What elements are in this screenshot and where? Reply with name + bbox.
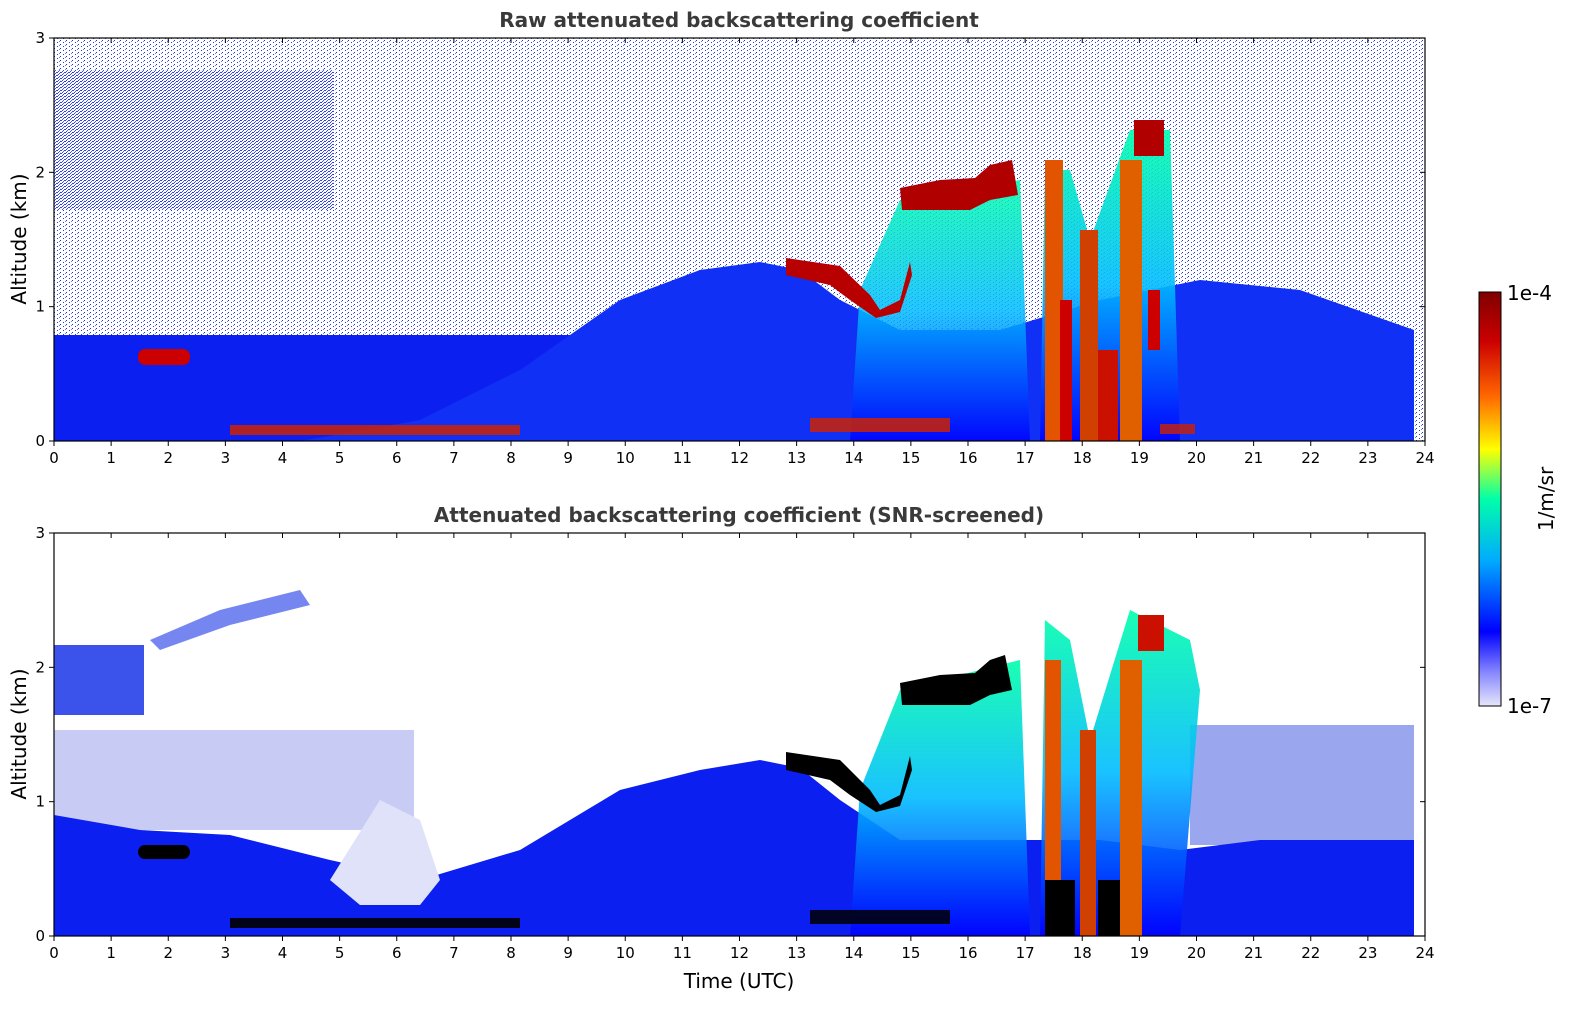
panel1-x-tick-label: 4: [278, 449, 288, 467]
panel1-x-tick-label: 17: [1016, 449, 1035, 467]
panel2-x-tick-label: 0: [49, 944, 59, 962]
panel2-x-tick-label: 10: [616, 944, 635, 962]
panel1-x-tick-label: 6: [392, 449, 402, 467]
panel1-y-tick-label: 1: [35, 298, 45, 316]
panel2-faint-layer: [54, 730, 414, 830]
panel1-convective-region: [850, 180, 1030, 441]
panel1-x-tick-label: 18: [1073, 449, 1092, 467]
panel2-x-tick-label: 8: [506, 944, 516, 962]
panel2-faint-layer-2: [1190, 725, 1414, 845]
panel2-title: Attenuated backscattering coefficient (S…: [434, 503, 1044, 527]
panel2-surface-aerosol-2: [810, 910, 950, 924]
panel2-cloud-1600: [900, 655, 1012, 705]
panel2-x-tick-label: 24: [1415, 944, 1434, 962]
panel1-x-tick-label: 10: [616, 449, 635, 467]
colorbar-unit-label: 1/m/sr: [1534, 466, 1558, 531]
panel1-title: Raw attenuated backscattering coefficien…: [499, 8, 979, 32]
panel2-y-tick-label: 0: [35, 927, 45, 945]
panel2-x-tick-label: 19: [1130, 944, 1149, 962]
panel1-heatmap: [54, 38, 1425, 441]
panel2-heatmap: [54, 533, 1425, 936]
panel1-y-tick-label: 3: [35, 29, 45, 47]
panel2-x-tick-label: 20: [1187, 944, 1206, 962]
panel2-x-tick-label: 12: [730, 944, 749, 962]
panel1-x-tick-label: 0: [49, 449, 59, 467]
panel1-cloud-1600: [900, 160, 1018, 210]
colorbar-min-label: 1e-7: [1507, 694, 1552, 718]
panel1-precip-region: [1040, 130, 1180, 441]
panel1-cloud-1330: [786, 258, 912, 318]
panel2-x-tick-label: 14: [844, 944, 863, 962]
panel1-y-tick-label: 0: [35, 432, 45, 450]
raw-backscatter-panel: Raw attenuated backscattering coefficien…: [7, 8, 1435, 467]
panel1-ylabel: Altitude (km): [7, 173, 31, 304]
panel2-x-tick-label: 1: [106, 944, 116, 962]
panel1-surface-aerosol: [230, 425, 520, 435]
panel1-surface-aerosol-2: [810, 418, 950, 432]
panel1-x-tick-label: 24: [1415, 449, 1434, 467]
panel1-x-tick-label: 9: [563, 449, 573, 467]
panel2-x-tick-label: 22: [1301, 944, 1320, 962]
panel2-ylabel: Altitude (km): [7, 668, 31, 799]
panel2-x-tick-label: 15: [901, 944, 920, 962]
panel2-x-tick-label: 23: [1358, 944, 1377, 962]
panel2-x-tick-label: 2: [163, 944, 173, 962]
panel1-x-tick-label: 8: [506, 449, 516, 467]
panel2-cloud-1330: [786, 752, 912, 812]
panel2-cloud-0200: [138, 845, 190, 859]
panel2-x-tick-label: 7: [449, 944, 459, 962]
panel1-x-tick-label: 16: [958, 449, 977, 467]
panel2-x-tick-label: 17: [1016, 944, 1035, 962]
panel2-x-tick-label: 11: [673, 944, 692, 962]
panel2-x-tick-label: 5: [335, 944, 345, 962]
panel1-x-tick-label: 1: [106, 449, 116, 467]
panel1-x-tick-label: 13: [787, 449, 806, 467]
panel2-convective-region: [850, 660, 1030, 936]
panel2-precip-shafts: [1045, 615, 1164, 936]
colorbar-gradient: [1478, 291, 1502, 707]
panel1-x-axis: 0 1 2 3 4 5 6 7 8 9 10 11 12 13 14 15 16 17 18 19 20 21 22 23 24: [49, 38, 1435, 467]
panel1-x-tick-label: 3: [221, 449, 231, 467]
panel2-faint-region: [330, 800, 440, 905]
panel2-x-tick-label: 4: [278, 944, 288, 962]
panel2-y-tick-label: 2: [35, 658, 45, 676]
panel1-x-tick-label: 23: [1358, 449, 1377, 467]
panel1-upper-aerosol-layer: [54, 70, 334, 210]
panel1-precip-shafts: [1045, 120, 1164, 441]
panel1-x-tick-label: 20: [1187, 449, 1206, 467]
panel2-thin-layer: [150, 590, 310, 650]
panel1-x-tick-label: 12: [730, 449, 749, 467]
panel2-x-tick-label: 6: [392, 944, 402, 962]
panel1-x-tick-label: 21: [1244, 449, 1263, 467]
panel2-y-tick-label: 3: [35, 524, 45, 542]
panel1-x-tick-label: 2: [163, 449, 173, 467]
panel1-surface-aerosol-3: [1160, 424, 1195, 434]
panel1-y-tick-label: 2: [35, 163, 45, 181]
panel2-x-tick-label: 18: [1073, 944, 1092, 962]
panel1-x-tick-label: 15: [901, 449, 920, 467]
panel1-cloud-0200: [138, 349, 190, 365]
panel2-x-tick-label: 21: [1244, 944, 1263, 962]
panel2-surface-aerosol: [230, 918, 520, 928]
panel2-y-axis: 0 1 2 3: [35, 524, 1425, 945]
panel1-x-tick-label: 11: [673, 449, 692, 467]
panel1-x-tick-label: 22: [1301, 449, 1320, 467]
colorbar-max-label: 1e-4: [1507, 281, 1552, 305]
panel2-y-tick-label: 1: [35, 793, 45, 811]
panel2-x-tick-label: 9: [563, 944, 573, 962]
panel1-x-tick-label: 14: [844, 449, 863, 467]
snr-screened-panel: Attenuated backscattering coefficient (S…: [7, 503, 1435, 993]
panel2-upper-aerosol: [54, 645, 144, 715]
panel2-x-axis: 0 1 2 3 4 5 6 7 8 9 10 11 12 13 14 15 16 17 18 19 20 21 22 23 24: [49, 533, 1435, 962]
panel2-xlabel: Time (UTC): [683, 969, 795, 993]
panel1-x-tick-label: 7: [449, 449, 459, 467]
panel2-x-tick-label: 16: [958, 944, 977, 962]
panel2-x-tick-label: 3: [221, 944, 231, 962]
panel2-x-tick-label: 13: [787, 944, 806, 962]
panel1-x-tick-label: 5: [335, 449, 345, 467]
colorbar: 1e-4 1e-7 1/m/sr: [1478, 281, 1558, 718]
panel1-y-axis: 0 1 2 3: [35, 29, 1425, 450]
panel1-x-tick-label: 19: [1130, 449, 1149, 467]
